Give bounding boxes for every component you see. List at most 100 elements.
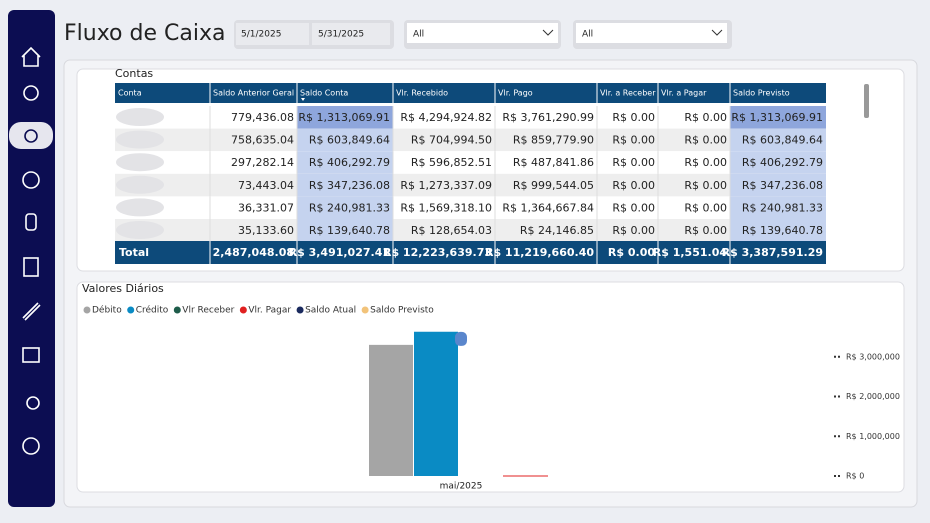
cell: R$ 603,849.64 — [742, 134, 823, 147]
legend-dot — [361, 306, 369, 314]
cell: R$ 3,761,290.99 — [502, 111, 594, 124]
table-header — [115, 83, 826, 103]
page-title: Fluxo de Caixa — [64, 21, 225, 46]
cell: R$ 603,849.64 — [309, 134, 390, 147]
column-header: Vlr. Recebido — [396, 89, 448, 98]
nav-cash[interactable] — [24, 129, 38, 143]
cell: R$ 139,640.78 — [742, 224, 823, 237]
cell: R$ 1,313,069.91 — [298, 111, 390, 124]
nav-bag[interactable] — [25, 213, 37, 231]
legend-dot — [83, 306, 91, 314]
total-cell: R$ 12,223,639.73 — [383, 246, 492, 259]
nav-home[interactable] — [21, 46, 41, 67]
cell-highlight — [297, 128, 393, 152]
cell: R$ 859,779.90 — [513, 134, 594, 147]
cell: R$ 1,569,318.10 — [400, 201, 492, 214]
nav-hand[interactable] — [22, 171, 40, 189]
legend-dot — [127, 306, 135, 314]
cell: R$ 347,236.08 — [742, 179, 823, 192]
bar — [369, 344, 413, 476]
cell: 35,133.60 — [238, 224, 294, 237]
nav-target[interactable] — [26, 396, 40, 410]
cell: R$ 128,654.03 — [411, 224, 492, 237]
cell: R$ 347,236.08 — [309, 179, 390, 192]
cell-highlight — [730, 219, 826, 242]
cell-highlight — [297, 219, 393, 242]
total-cell: R$ 1,551.04 — [653, 246, 728, 259]
nav-icons — [21, 46, 41, 455]
date-start: 5/1/2025 — [241, 30, 281, 40]
legend-dot — [239, 306, 247, 314]
nav-active[interactable] — [9, 122, 53, 149]
cell-highlight — [297, 173, 393, 197]
cell: R$ 240,981.33 — [309, 201, 390, 214]
cell: R$ 406,292.79 — [309, 156, 390, 169]
nav-coins[interactable] — [22, 302, 41, 321]
total-cell: R$ 0.00 — [608, 246, 655, 259]
blurred-name — [116, 130, 164, 149]
cell: R$ 0.00 — [612, 224, 655, 237]
cell-highlight — [297, 196, 393, 219]
total-cell: R$ 3,387,591.29 — [722, 246, 823, 259]
nav-settings[interactable] — [22, 437, 40, 455]
cell: R$ 139,640.78 — [309, 224, 390, 237]
cell: R$ 1,364,667.84 — [502, 201, 594, 214]
legend-label: Saldo Previsto — [370, 306, 434, 316]
cell: R$ 1,313,069.91 — [731, 111, 823, 124]
cell: R$ 0.00 — [684, 111, 727, 124]
chart-card — [76, 281, 905, 493]
cell: 73,443.04 — [238, 179, 294, 192]
row-bg — [115, 219, 826, 242]
column-header: Vlr. a Pagar — [661, 89, 707, 98]
y2-tick-label: R$ 0 — [846, 472, 864, 481]
chart-title: Valores Diários — [82, 282, 164, 295]
row-bg — [115, 151, 826, 174]
cell: R$ 406,292.79 — [742, 156, 823, 169]
blurred-name — [116, 108, 164, 126]
blurred-name — [116, 175, 164, 194]
total-cell: R$ 11,219,660.40 — [485, 246, 594, 259]
blurred-name — [116, 198, 164, 217]
cell: R$ 596,852.51 — [411, 156, 492, 169]
legend-dot — [173, 306, 181, 314]
date-end-box[interactable] — [312, 23, 390, 45]
cell: R$ 999,544.05 — [513, 179, 594, 192]
cell-highlight — [730, 128, 826, 152]
filter1-box[interactable] — [407, 23, 558, 43]
filter1-arrow — [542, 29, 554, 36]
cell: 779,436.08 — [231, 111, 294, 124]
row-bg — [115, 173, 826, 197]
nav-report[interactable] — [23, 257, 39, 277]
column-header: Conta — [118, 89, 142, 98]
row-bg — [115, 196, 826, 219]
nav-money[interactable] — [23, 85, 39, 101]
cell-highlight — [730, 106, 826, 129]
cell: R$ 487,841.86 — [513, 156, 594, 169]
filter2-arrow — [711, 29, 723, 36]
cell-highlight — [730, 173, 826, 197]
legend-label: Saldo Atual — [305, 306, 356, 316]
sort-arrow — [301, 98, 305, 101]
cell: R$ 240,981.33 — [742, 201, 823, 214]
cell: 758,635.04 — [231, 134, 294, 147]
cell: R$ 0.00 — [612, 134, 655, 147]
legend-label: Débito — [92, 305, 122, 316]
date-start-box[interactable] — [236, 23, 309, 45]
scrollbar[interactable] — [864, 84, 869, 118]
column-header: Saldo Previsto — [733, 89, 790, 98]
filter2-box[interactable] — [576, 23, 727, 43]
marker — [455, 331, 467, 346]
cell: R$ 0.00 — [684, 201, 727, 214]
legend-label: Crédito — [136, 305, 169, 316]
cell: R$ 4,294,924.82 — [400, 111, 492, 124]
x-tick-label: mai/2025 — [440, 482, 483, 492]
legend-label: Vlr Receber — [182, 306, 234, 316]
nav-people[interactable] — [22, 347, 40, 363]
column-header: Vlr. Pago — [498, 89, 533, 98]
cell: R$ 24,146.85 — [520, 224, 594, 237]
cell: R$ 0.00 — [612, 111, 655, 124]
bar — [414, 331, 458, 476]
y2-tick-label: R$ 2,000,000 — [846, 392, 900, 401]
filter2-value: All — [582, 30, 593, 40]
